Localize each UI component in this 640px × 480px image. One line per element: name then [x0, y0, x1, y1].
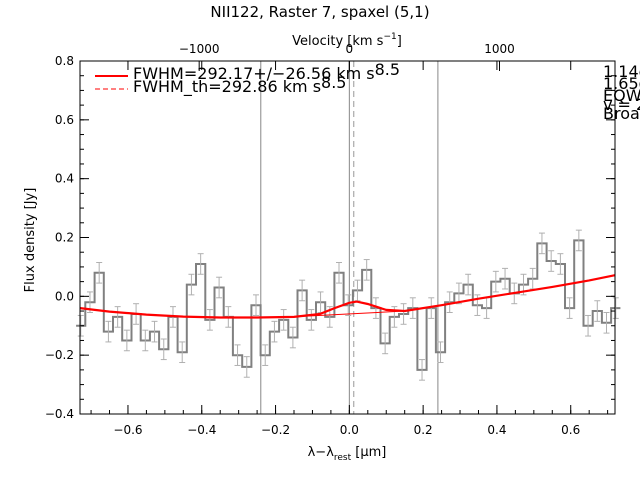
top-axis-label-tail: ] — [397, 34, 402, 49]
x-axis-label-base: λ−λ — [308, 445, 335, 460]
red: FWHM=292.17+/−26.56 km s8.5 — [133, 60, 400, 83]
x-tick-label: 0.2 — [414, 423, 433, 437]
plot-marks: −0.6 −0.4 −0.2 0.0 0.2 0.4 0.6 −0.4 −0.2 0.0 0.2 0.… — [45, 42, 640, 437]
x-tick-label: −0.4 — [187, 423, 216, 437]
x-tick-label: 0.6 — [561, 423, 580, 437]
plot-frame — [79, 60, 616, 415]
undefined: 1.14e−18+/−6.92e−19 W m8.5 — [603, 58, 640, 81]
y-tick-label: 0.4 — [55, 172, 74, 186]
y-tick-label: −0.2 — [45, 348, 74, 362]
chart-title: NII122, Raster 7, spaxel (5,1) — [210, 3, 429, 21]
red-base: FWHM_th=292.86 km s — [133, 77, 321, 97]
x-axis-label: λ−λrest [μm] — [308, 445, 387, 463]
top-tick-label: −1000 — [179, 42, 220, 56]
undefined: v = 26.47+/−86.71 km s8.5 — [603, 91, 640, 114]
top-axis-label: Velocity [km s−1] — [292, 32, 402, 49]
top-axis-label-base: Velocity [km s — [292, 34, 384, 49]
red-sup: 8.5 — [375, 60, 400, 79]
red: FWHM_th=292.86 km s8.5 — [133, 73, 346, 97]
undefined-base: 1.65σ — [603, 74, 640, 93]
baseline-line — [301, 310, 405, 317]
x-axis-label-tail: [μm] — [351, 445, 386, 460]
undefined: Broadening = 0.00+/−0.00 km s8.5 — [603, 100, 640, 123]
y-axis-label: Flux density [Jy] — [23, 188, 38, 293]
red-base: FWHM=292.17+/−26.56 km s — [133, 64, 375, 83]
y-tick-label: 0.8 — [55, 54, 74, 68]
undefined-base: EQW = 0.04 μm — [603, 86, 640, 105]
fit-series-line — [79, 274, 616, 319]
top-tick-label: 0 — [346, 42, 354, 56]
undefined: EQW = 0.04 μm8.5 — [603, 82, 640, 105]
undefined-base: 1.14e−18+/−6.92e−19 W m — [603, 62, 640, 81]
y-tick-label: 0.6 — [55, 113, 74, 127]
undefined-base: v = 26.47+/−86.71 km s — [603, 95, 640, 114]
red-sup: 8.5 — [321, 73, 346, 92]
top-axis-label-sup: −1 — [383, 32, 396, 42]
x-axis-label-sub: rest — [334, 453, 352, 463]
x-tick-label: −0.6 — [113, 423, 142, 437]
undefined: 1.65σ8.5 — [603, 70, 640, 93]
undefined-base: Broadening = 0.00+/−0.00 km s — [603, 104, 640, 123]
x-tick-label: 0.4 — [487, 423, 506, 437]
x-tick-label: −0.2 — [261, 423, 290, 437]
y-tick-label: 0.0 — [55, 289, 74, 303]
top-tick-label: 1000 — [484, 42, 515, 56]
y-tick-label: 0.2 — [55, 231, 74, 245]
x-tick-label: 0.0 — [340, 423, 359, 437]
y-tick-label: −0.4 — [45, 407, 74, 421]
